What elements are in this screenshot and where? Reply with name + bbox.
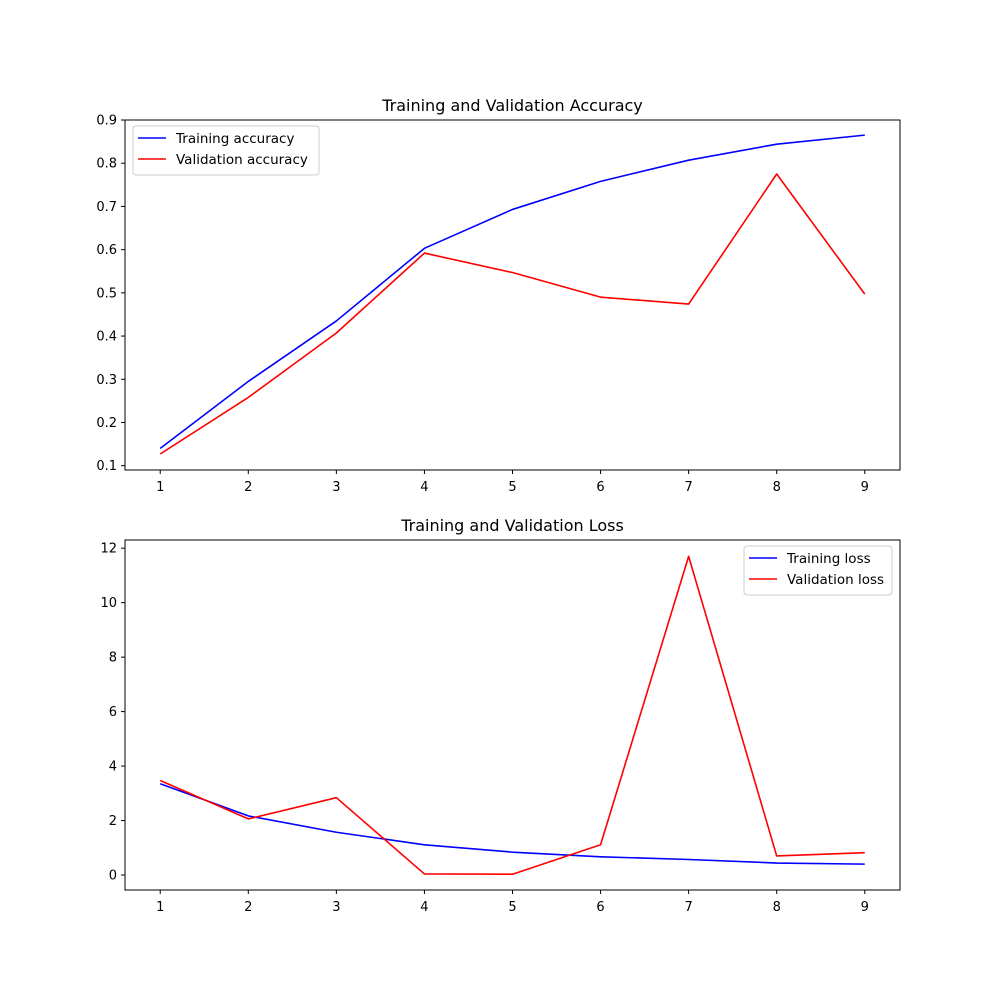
x-tick-label: 6 [596, 900, 604, 915]
axes-frame [124, 539, 901, 891]
legend-label: Training accuracy [175, 131, 294, 147]
x-tick-label: 9 [861, 900, 869, 915]
y-tick-label: 4 [109, 760, 117, 775]
legend-label: Training loss [786, 551, 871, 567]
x-tick-label: 3 [332, 900, 340, 915]
legend-label: Validation loss [787, 572, 884, 588]
y-tick-label: 0.9 [96, 114, 117, 129]
y-tick-label: 10 [100, 596, 117, 611]
x-tick-label: 5 [508, 900, 516, 915]
legend: Training accuracy Validation accuracy [132, 125, 320, 176]
series-line-validation [159, 555, 865, 876]
x-tick-label: 2 [244, 900, 252, 915]
x-tick-label: 9 [861, 480, 869, 495]
y-tick-label: 8 [109, 651, 117, 666]
chart-1: Training and Validation Accuracy 1 2 3 4 5 6 7 8… [96, 96, 901, 495]
series-line-validation [159, 173, 866, 455]
x-tick-label: 8 [773, 900, 781, 915]
legend-box [132, 125, 320, 176]
y-tick-label: 0.7 [96, 200, 117, 215]
x-tick-label: 8 [773, 480, 781, 495]
x-tick-label: 1 [156, 480, 164, 495]
legend-box [743, 545, 893, 596]
x-tick-label: 4 [420, 900, 428, 915]
y-tick-label: 0.4 [96, 330, 117, 345]
y-tick-label: 6 [109, 705, 117, 720]
axes-frame [124, 119, 901, 471]
x-tick-label: 2 [244, 480, 252, 495]
x-tick-label: 1 [156, 900, 164, 915]
x-tick-label: 7 [684, 480, 692, 495]
legend-label: Validation accuracy [176, 152, 308, 168]
x-tick-label: 7 [684, 900, 692, 915]
series-line-training [159, 134, 865, 450]
chart-title: Training and Validation Accuracy [381, 96, 643, 115]
y-tick-label: 0 [109, 869, 117, 884]
x-tick-label: 3 [332, 480, 340, 495]
series-line-training [159, 783, 865, 865]
y-tick-label: 0.5 [96, 286, 117, 301]
y-tick-label: 0.2 [96, 416, 117, 431]
y-tick-label: 0.1 [96, 459, 117, 474]
y-tick-label: 0.6 [96, 243, 117, 258]
x-tick-label: 4 [420, 480, 428, 495]
y-tick-label: 12 [100, 542, 117, 557]
x-tick-label: 5 [508, 480, 516, 495]
y-tick-label: 0.3 [96, 373, 117, 388]
chart-title: Training and Validation Loss [400, 516, 624, 535]
y-tick-label: 2 [109, 814, 117, 829]
x-tick-label: 6 [596, 480, 604, 495]
y-tick-label: 0.8 [96, 157, 117, 172]
legend: Training loss Validation loss [743, 545, 893, 596]
